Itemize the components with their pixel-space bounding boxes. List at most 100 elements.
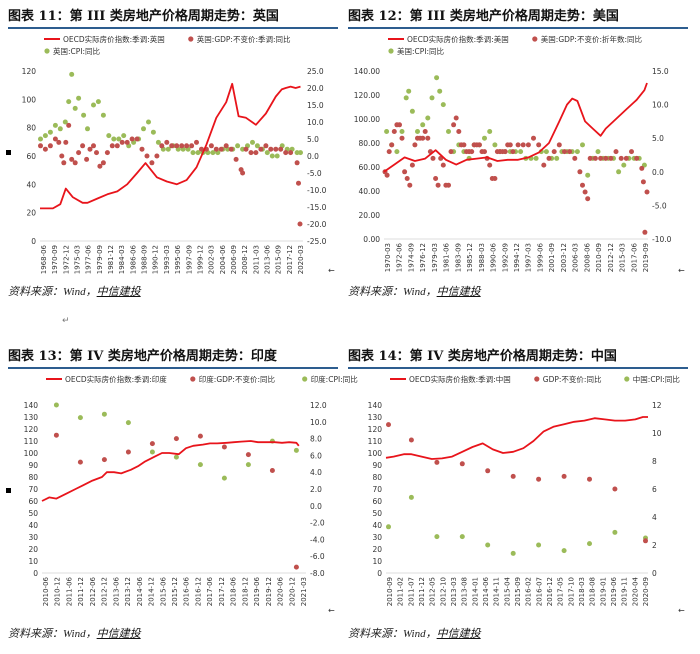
y-right-tick-label: 0 (652, 569, 657, 578)
legend-label: 印度:GDP:不变价:同比 (199, 374, 276, 384)
cpi-point (116, 136, 122, 142)
corner-mark: ← (328, 266, 335, 275)
gdp-point (384, 172, 390, 178)
y-left-tick-label: 30 (28, 533, 38, 542)
gdp-point (525, 142, 531, 148)
y-right-tick-label: 4.0 (310, 468, 322, 477)
gdp-point (100, 160, 106, 166)
x-tick-label: 2016-07 (535, 577, 543, 606)
cpi-point (38, 136, 43, 142)
gdp-point (144, 153, 150, 159)
gdp-point (446, 182, 451, 188)
gdp-point (536, 476, 542, 482)
y-right-tick-label: 0.0 (310, 502, 322, 511)
gdp-point (129, 136, 135, 142)
gdp-point (42, 146, 48, 152)
y-right-tick-label: -8.0 (310, 569, 325, 578)
gdp-point (263, 143, 269, 149)
gdp-point (485, 468, 491, 474)
cpi-point (269, 153, 275, 159)
gdp-point (294, 160, 300, 166)
x-tick-label: 1979-03 (431, 243, 439, 272)
gdp-point (80, 143, 86, 149)
gdp-point (608, 155, 614, 161)
y-right-tick-label: 10 (652, 429, 662, 438)
y-right-tick-label: -10.0 (307, 186, 327, 195)
cpi-point (612, 529, 618, 535)
legend-gdp-swatch (532, 36, 538, 42)
gdp-point (134, 136, 140, 142)
source-note: 资料来源：Wind，中信建投 (348, 286, 481, 298)
gdp-point (536, 142, 542, 148)
y-right-tick-label: 5.0 (652, 134, 664, 143)
x-tick-label: 2015-03 (619, 243, 627, 272)
gdp-point (72, 160, 78, 166)
y-left-tick-label: 0 (31, 237, 36, 246)
y-left-tick-label: 60.00 (359, 163, 381, 172)
cpi-point (394, 149, 400, 155)
y-right-tick-label: 12.0 (310, 401, 327, 410)
gdp-point (56, 139, 62, 145)
y-right-tick-label: 15.0 (307, 101, 324, 110)
y-left-tick-label: 10 (372, 557, 382, 566)
y-left-tick-label: 40 (372, 521, 382, 530)
y-right-tick-label: 2.0 (310, 485, 322, 494)
x-tick-label: 2019-06 (253, 576, 261, 606)
x-tick-label: 2012-05 (429, 577, 437, 606)
cpi-point (42, 133, 48, 139)
gdp-point (448, 149, 454, 155)
gdp-point (240, 170, 246, 176)
x-tick-label: 1983-09 (454, 243, 462, 272)
gdp-point (184, 143, 190, 149)
gdp-point (412, 142, 418, 148)
y-left-tick-label: 70 (28, 485, 38, 494)
cpi-point (420, 122, 426, 128)
gdp-point (91, 143, 96, 149)
x-tick-label: 1981-12 (107, 245, 115, 274)
cpi-point (106, 133, 112, 139)
gdp-point (76, 150, 82, 156)
y-left-tick-label: 90 (28, 461, 38, 470)
gdp-point (551, 149, 557, 155)
x-tick-label: 2014-11 (493, 577, 501, 606)
cpi-point (62, 119, 68, 125)
y-left-tick-label: 120 (22, 67, 37, 76)
y-left-tick-label: 0 (377, 569, 382, 578)
x-tick-label: 1999-12 (196, 245, 204, 274)
cpi-point (384, 129, 390, 134)
gdp-point (408, 437, 414, 443)
legend-gdp-swatch (190, 376, 196, 382)
cpi-point (221, 475, 227, 481)
gdp-point (293, 564, 299, 570)
y-left-tick-label: 60 (28, 497, 38, 506)
y-right-tick-label: -20.0 (307, 220, 327, 229)
y-right-tick-label: -4.0 (310, 535, 325, 544)
gdp-point (296, 180, 301, 186)
y-left-tick-label: 90 (372, 461, 382, 470)
cpi-point (150, 129, 156, 135)
y-right-tick-label: 10.0 (652, 101, 669, 110)
y-left-tick-label: 120 (24, 425, 39, 434)
x-tick-label: 2016-12 (194, 577, 202, 606)
x-tick-label: 2001-09 (548, 243, 556, 272)
x-tick-label: 2010-09 (595, 243, 603, 272)
legend-cpi-swatch (302, 376, 308, 382)
gdp-point (213, 146, 219, 152)
cpi-point (386, 524, 391, 530)
cpi-point (533, 155, 539, 161)
cpi-point (121, 133, 127, 139)
x-tick-label: 1997-03 (525, 243, 533, 272)
cpi-point (274, 153, 280, 159)
x-tick-label: 2020-09 (642, 577, 650, 606)
y-right-tick-label: -5.0 (652, 201, 667, 210)
x-tick-label: 2015-04 (503, 576, 511, 606)
cpi-point (561, 548, 567, 554)
x-tick-label: 2012-12 (607, 243, 615, 272)
cpi-point (429, 95, 435, 101)
gdp-point (587, 155, 593, 161)
x-tick-label: 2013-08 (461, 577, 469, 606)
y-left-tick-label: 80.00 (359, 139, 381, 148)
x-tick-label: 2020-12 (288, 577, 296, 606)
y-left-tick-label: 100 (22, 95, 37, 104)
x-tick-label: 2011-03 (252, 245, 260, 274)
